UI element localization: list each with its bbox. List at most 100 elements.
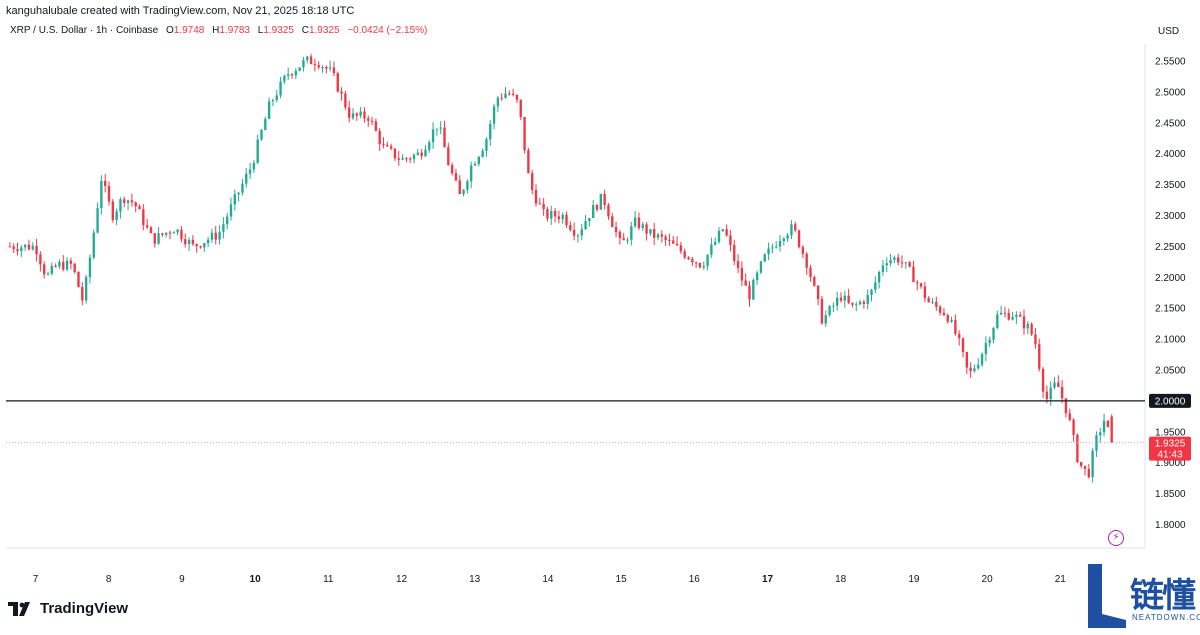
candle-body — [328, 67, 332, 69]
candle-body — [191, 239, 195, 244]
candle-body — [653, 229, 656, 238]
candle-body — [477, 156, 480, 164]
currency-label[interactable]: USD — [1158, 26, 1180, 37]
candle-body — [885, 263, 888, 266]
candle-body — [717, 231, 721, 243]
candle-body — [100, 180, 103, 209]
candle-body — [538, 203, 541, 205]
candle-body — [481, 150, 484, 157]
candle-body — [931, 301, 934, 303]
candle-body — [778, 240, 782, 247]
candle-body — [39, 254, 42, 265]
candle-body — [12, 246, 15, 250]
candle-body — [557, 216, 561, 220]
candle-body — [927, 298, 930, 303]
candle-body — [504, 93, 507, 98]
candle-body — [355, 113, 358, 116]
candle-body — [706, 254, 709, 266]
candle-body — [675, 243, 679, 246]
candle-body — [534, 190, 538, 204]
candle-body — [405, 158, 408, 160]
candle-body — [382, 144, 385, 146]
candle-body — [523, 117, 526, 151]
candle-body — [252, 162, 256, 170]
countdown-label: 41:43 — [1157, 450, 1182, 461]
x-tick-label: 14 — [542, 574, 554, 585]
candle-body — [588, 218, 591, 222]
x-tick-label: 9 — [179, 574, 185, 585]
candle-body — [313, 64, 317, 66]
x-tick-label: 8 — [106, 574, 112, 585]
candle-body — [843, 295, 846, 301]
candle-body — [866, 295, 869, 304]
x-tick-label: 11 — [323, 574, 334, 585]
candle-body — [233, 194, 236, 205]
candle-body — [1019, 314, 1022, 317]
candle-body — [397, 158, 400, 160]
candle-body — [630, 226, 633, 240]
candle-body — [767, 248, 770, 255]
candle-body — [69, 260, 73, 264]
candle-body — [287, 74, 290, 76]
candle-body — [851, 302, 854, 305]
candle-body — [374, 121, 378, 131]
y-tick-label: 2.5000 — [1155, 87, 1186, 98]
x-tick-label: 15 — [616, 574, 628, 585]
candle-body — [858, 301, 862, 305]
candle-body — [264, 118, 267, 131]
candle-body — [54, 265, 57, 267]
candle-body — [439, 127, 442, 129]
candle-body — [786, 235, 789, 239]
candle-body — [935, 301, 938, 307]
candle-body — [1080, 461, 1083, 466]
candle-body — [470, 165, 473, 182]
candle-body — [969, 367, 972, 372]
neatdown-watermark: 链懂 NEATDOWN.COM — [1086, 562, 1200, 630]
candle-body — [485, 139, 488, 151]
candle-body — [260, 130, 263, 140]
candle-body — [210, 232, 214, 240]
candle-body — [740, 267, 744, 281]
candle-body — [893, 257, 896, 260]
candle-body — [1022, 316, 1026, 329]
y-tick-label: 1.9000 — [1155, 458, 1186, 469]
candle-body — [267, 101, 271, 119]
candle-body — [1007, 312, 1010, 320]
candle-body — [73, 263, 76, 272]
x-tick-label: 20 — [982, 574, 994, 585]
candle-body — [1060, 386, 1064, 399]
candle-body — [721, 229, 724, 232]
candle-body — [813, 276, 816, 286]
candle-body — [816, 285, 820, 300]
candle-body — [1041, 368, 1045, 392]
lightning-icon[interactable]: ⚡ — [1108, 530, 1124, 546]
tradingview-logo[interactable]: TradingView — [8, 600, 128, 617]
candle-body — [88, 257, 92, 278]
y-tick-label: 2.2000 — [1155, 273, 1186, 284]
candle-body — [836, 297, 839, 306]
close-value: 1.9325 — [308, 25, 340, 36]
candle-body — [961, 338, 965, 352]
symbol-name[interactable]: XRP / U.S. Dollar · 1h · Coinbase — [10, 25, 159, 36]
tradingview-mark-icon — [8, 601, 30, 616]
candle-body — [96, 208, 99, 233]
candle-body — [46, 273, 50, 275]
y-tick-label: 2.2500 — [1155, 242, 1186, 253]
candle-body — [553, 210, 557, 217]
y-tick-label: 2.5500 — [1155, 57, 1186, 68]
y-tick-label: 2.1000 — [1155, 335, 1186, 346]
candle-body — [1015, 314, 1018, 318]
candle-body — [134, 202, 137, 207]
candle-body — [496, 97, 500, 107]
low-value: 1.9325 — [263, 25, 294, 36]
candle-body — [401, 158, 404, 160]
candle-body — [241, 183, 244, 193]
candle-body — [550, 210, 553, 219]
candle-body — [462, 189, 465, 195]
candle-body — [714, 242, 717, 245]
candle-body — [248, 169, 252, 174]
candle-body — [645, 224, 648, 234]
created-by-text: kanguhalubale created with TradingView.c… — [6, 5, 355, 17]
candle-body — [344, 93, 347, 108]
